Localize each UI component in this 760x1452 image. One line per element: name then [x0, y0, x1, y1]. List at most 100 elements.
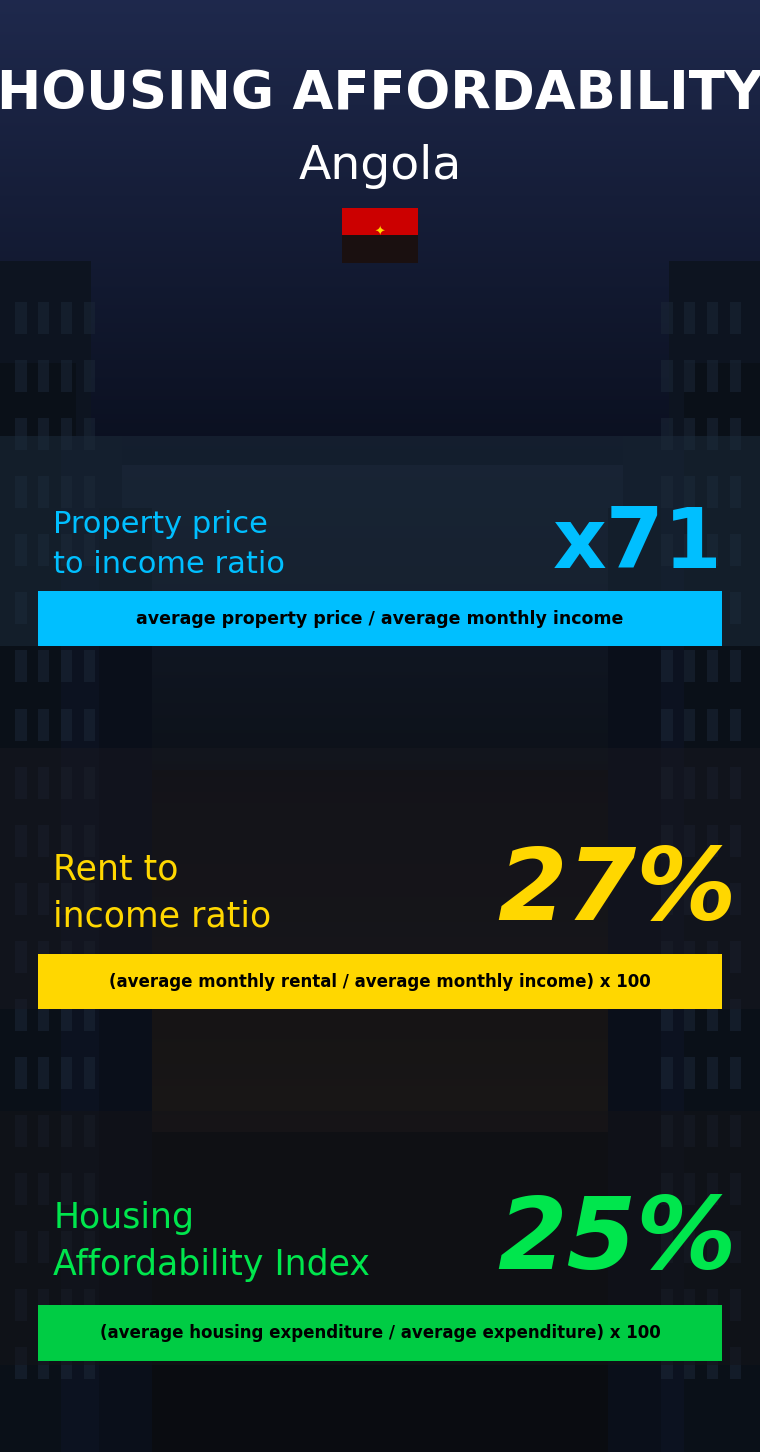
Bar	[61, 999, 72, 1031]
Bar	[707, 1057, 718, 1089]
Bar	[707, 1173, 718, 1205]
Bar	[707, 825, 718, 857]
Bar	[61, 767, 72, 799]
Bar	[661, 941, 673, 973]
Bar	[38, 592, 49, 624]
Bar	[684, 941, 695, 973]
Bar	[38, 591, 722, 646]
Bar	[38, 1305, 722, 1361]
Bar	[61, 1115, 72, 1147]
Bar	[84, 1057, 95, 1089]
Bar	[84, 1347, 95, 1379]
Bar	[84, 650, 95, 682]
Bar	[730, 1173, 741, 1205]
Bar	[730, 883, 741, 915]
Bar	[661, 999, 673, 1031]
Bar	[661, 825, 673, 857]
Bar	[707, 418, 718, 450]
Bar	[661, 1115, 673, 1147]
Bar	[38, 1115, 49, 1147]
Bar	[61, 1347, 72, 1379]
Bar	[84, 302, 95, 334]
Bar	[15, 1347, 27, 1379]
Bar	[707, 592, 718, 624]
Text: HOUSING AFFORDABILITY: HOUSING AFFORDABILITY	[0, 68, 760, 121]
Bar	[99, 508, 152, 1452]
Bar	[730, 534, 741, 566]
Bar	[730, 360, 741, 392]
Bar	[707, 999, 718, 1031]
Bar	[707, 534, 718, 566]
Bar	[730, 941, 741, 973]
Bar	[61, 650, 72, 682]
Bar	[661, 650, 673, 682]
Bar	[684, 1347, 695, 1379]
Bar	[61, 709, 72, 741]
Bar	[684, 534, 695, 566]
Bar	[684, 1057, 695, 1089]
Bar	[730, 650, 741, 682]
Bar	[730, 302, 741, 334]
Bar	[661, 709, 673, 741]
Bar	[342, 208, 418, 235]
Bar	[15, 650, 27, 682]
Bar	[684, 650, 695, 682]
Bar	[84, 825, 95, 857]
Bar	[730, 1115, 741, 1147]
Bar	[661, 1057, 673, 1089]
Bar	[15, 767, 27, 799]
Bar	[342, 235, 418, 263]
Bar	[661, 418, 673, 450]
Bar	[707, 1347, 718, 1379]
Bar	[15, 302, 27, 334]
Bar	[707, 883, 718, 915]
Bar	[38, 999, 49, 1031]
Bar	[623, 436, 684, 1452]
Bar	[684, 360, 695, 392]
Bar	[61, 1231, 72, 1263]
Bar	[684, 999, 695, 1031]
Text: 25%: 25%	[498, 1194, 737, 1289]
Bar	[15, 1289, 27, 1321]
Bar	[84, 1289, 95, 1321]
Bar	[661, 476, 673, 508]
Bar	[84, 767, 95, 799]
Bar	[730, 1231, 741, 1263]
Bar	[707, 650, 718, 682]
Text: average property price / average monthly income: average property price / average monthly…	[136, 610, 624, 627]
Bar	[61, 1057, 72, 1089]
Bar	[730, 709, 741, 741]
Bar	[730, 1057, 741, 1089]
Bar	[38, 360, 49, 392]
Bar	[707, 767, 718, 799]
Bar	[38, 1057, 49, 1089]
Bar	[84, 476, 95, 508]
Bar	[684, 1289, 695, 1321]
Text: 27%: 27%	[498, 845, 737, 941]
Bar	[15, 534, 27, 566]
Bar	[61, 941, 72, 973]
Bar	[707, 1231, 718, 1263]
Text: x71: x71	[553, 504, 722, 585]
Bar	[707, 709, 718, 741]
Bar	[38, 1289, 49, 1321]
Bar	[84, 883, 95, 915]
Bar	[38, 534, 49, 566]
Bar	[15, 1115, 27, 1147]
Bar	[61, 1173, 72, 1205]
FancyBboxPatch shape	[0, 436, 760, 646]
Bar	[15, 999, 27, 1031]
FancyBboxPatch shape	[0, 1111, 760, 1365]
Bar	[661, 1231, 673, 1263]
Bar	[38, 1347, 49, 1379]
Bar	[730, 418, 741, 450]
Bar	[38, 1173, 49, 1205]
Bar	[730, 1347, 741, 1379]
Bar	[707, 302, 718, 334]
Bar	[661, 1347, 673, 1379]
Bar	[707, 1115, 718, 1147]
Text: Rent to
income ratio: Rent to income ratio	[53, 852, 271, 934]
Bar	[15, 476, 27, 508]
Bar	[684, 1115, 695, 1147]
Bar	[84, 1115, 95, 1147]
